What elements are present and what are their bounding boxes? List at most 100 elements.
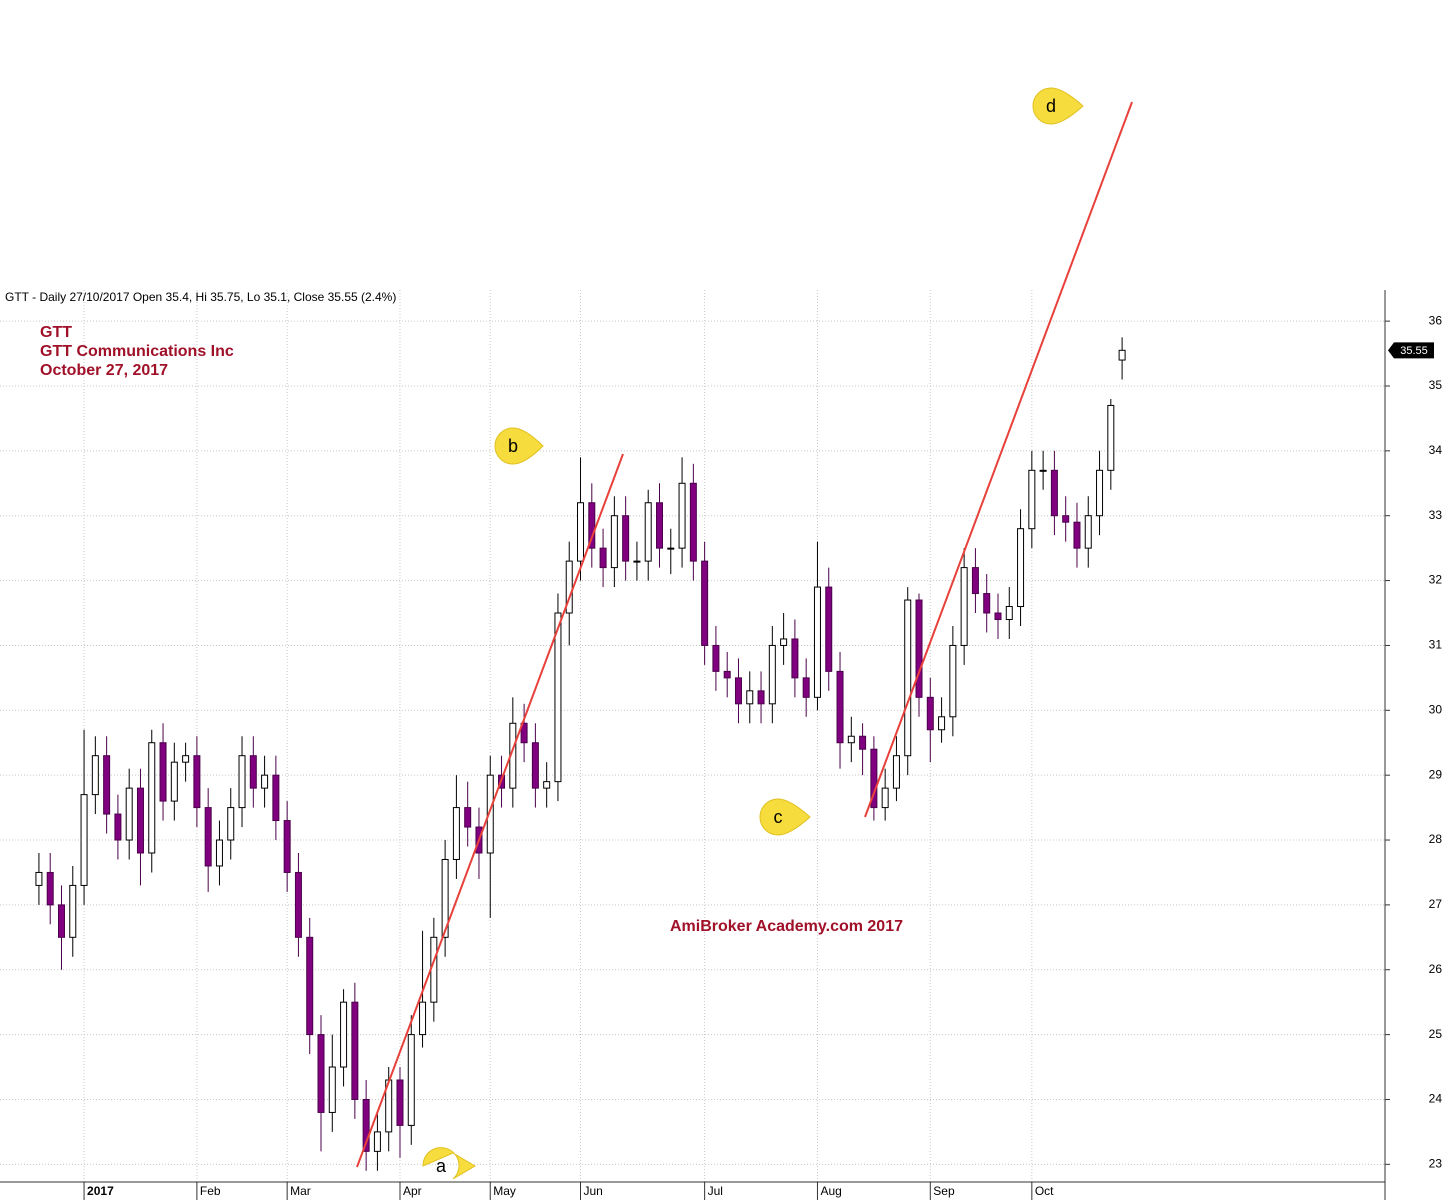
chart-title: GTT: [40, 324, 72, 341]
y-tick-label: 30: [1429, 702, 1443, 716]
grid: [0, 290, 1385, 1182]
candle-body: [701, 560, 709, 646]
annotation-label: c: [774, 807, 783, 827]
bubble-shape: [1032, 87, 1084, 125]
candle-body: [80, 794, 88, 886]
chart-date: October 27, 2017: [40, 362, 168, 379]
candle-body: [294, 871, 302, 938]
candle-body: [531, 742, 539, 789]
candle-body: [655, 502, 663, 549]
candle-body: [734, 677, 742, 705]
candle-body: [396, 1079, 404, 1126]
candle-body: [340, 1001, 348, 1068]
candle-body: [983, 593, 991, 614]
candle-body: [238, 755, 246, 809]
candle-body: [91, 755, 99, 796]
candle-body: [1073, 521, 1081, 549]
candle-body: [813, 586, 821, 698]
candle-body: [215, 839, 223, 867]
candle-body: [791, 638, 799, 679]
candle-body: [182, 755, 190, 763]
candle-body: [464, 807, 472, 828]
candles: [35, 337, 1126, 1171]
candle-body: [915, 599, 923, 698]
candle-body: [904, 599, 912, 757]
candle-body: [554, 612, 562, 783]
y-tick-label: 24: [1429, 1092, 1443, 1106]
annotation-label: a: [436, 1156, 447, 1176]
candle-body: [136, 787, 144, 854]
x-tick-label: Mar: [290, 1184, 311, 1198]
candle-body: [159, 742, 167, 802]
x-tick-label: Jun: [584, 1184, 603, 1198]
y-tick-label: 25: [1429, 1027, 1443, 1041]
candle-body: [588, 502, 596, 549]
candle-body: [746, 690, 754, 705]
candle-body: [599, 547, 607, 569]
candle-body: [103, 755, 111, 815]
last-price-label: 35.55: [1400, 345, 1428, 357]
y-tick-label: 28: [1429, 832, 1443, 846]
candle-body: [351, 1001, 359, 1100]
candle-body: [689, 482, 697, 562]
trend-line: [356, 453, 624, 1168]
candle-body: [859, 735, 867, 750]
candle-body: [317, 1034, 325, 1113]
candle-body: [148, 742, 156, 854]
x-tick-label: May: [493, 1184, 516, 1198]
candle-body: [1084, 515, 1092, 549]
candle-body: [1118, 349, 1126, 361]
x-tick-label: Feb: [200, 1184, 221, 1198]
y-tick-label: 33: [1429, 508, 1443, 522]
candle-body: [452, 807, 460, 860]
watermark: AmiBroker Academy.com 2017: [670, 918, 903, 935]
candle-body: [46, 871, 54, 906]
annotation-label: d: [1046, 96, 1056, 116]
candle-body: [565, 560, 573, 614]
last-price-marker: [1388, 342, 1434, 359]
annotation-bubble: d: [1032, 87, 1084, 125]
candle-body: [170, 761, 178, 802]
candle-body: [960, 567, 968, 646]
candle-body: [994, 612, 1002, 620]
candle-body: [1039, 469, 1047, 472]
candle-body: [577, 502, 585, 562]
candle-body: [1017, 528, 1025, 608]
y-tick-label: 35: [1429, 378, 1443, 392]
trend-line: [864, 101, 1133, 818]
candle-body: [114, 813, 122, 841]
candle-body: [407, 1034, 415, 1126]
candle-body: [847, 735, 855, 744]
candle-body: [938, 716, 946, 731]
candle-body: [193, 755, 201, 809]
candle-body: [520, 722, 528, 744]
candle-body: [622, 515, 630, 562]
candle-body: [1028, 469, 1036, 530]
y-tick-label: 27: [1429, 897, 1443, 911]
candle-body: [667, 547, 675, 550]
bubble-shape: [759, 798, 811, 836]
axes: 23 24 25 26 27 28 29 30 31 32 33 34 35 36 2017 Feb Mar Ap…: [83, 313, 1443, 1200]
candle-body: [306, 936, 314, 1036]
candle-body: [802, 677, 810, 698]
candle-body: [227, 807, 235, 841]
candle-body: [1107, 404, 1115, 471]
candle-body: [1005, 606, 1013, 620]
candle-body: [543, 781, 551, 789]
candle-body: [373, 1131, 381, 1152]
candle-body: [768, 644, 776, 705]
y-tick-label: 23: [1429, 1156, 1443, 1170]
candle-body: [712, 644, 720, 672]
x-tick-label: Sep: [933, 1184, 955, 1198]
annotation-bubble: b: [494, 427, 544, 465]
candle-body: [204, 807, 212, 867]
y-tick-label: 36: [1429, 313, 1443, 327]
y-tick-label: 32: [1429, 573, 1443, 587]
candle-body: [825, 586, 833, 672]
candle-body: [780, 638, 788, 646]
candle-body: [272, 774, 280, 822]
candle-body: [836, 670, 844, 744]
chart-header: GTT - Daily 27/10/2017 Open 35.4, Hi 35.…: [5, 290, 396, 304]
candle-body: [249, 755, 257, 789]
